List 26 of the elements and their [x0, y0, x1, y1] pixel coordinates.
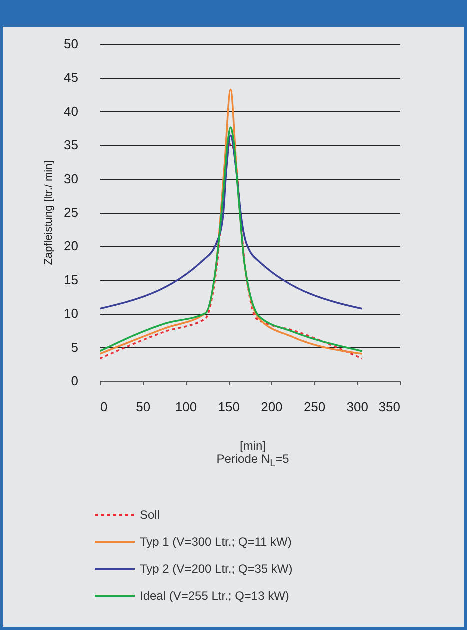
x-tick-label: 150 — [218, 400, 240, 414]
y-tick-label: 10 — [64, 306, 78, 322]
legend-label: Typ 1 (V=300 Ltr.; Q=11 kW) — [140, 535, 292, 549]
x-tick-label: 300 — [346, 400, 368, 414]
y-tick-label: 50 — [64, 36, 78, 52]
line-series — [100, 134, 364, 310]
x-tick-label: 100 — [175, 400, 198, 414]
y-tick-label: 30 — [64, 171, 78, 186]
legend-label: Ideal (V=255 Ltr.; Q=13 kW) — [140, 589, 290, 603]
legend-label: Soll — [140, 508, 160, 522]
y-tick-label: 15 — [64, 272, 78, 288]
y-tick-label: 40 — [64, 104, 78, 119]
legend-label: Typ 2 (V=200 Ltr.; Q=35 kW) — [140, 562, 293, 576]
x-tick-label: 50 — [136, 400, 151, 414]
y-tick-label: 45 — [64, 70, 78, 86]
x-tick-label: 250 — [304, 400, 326, 414]
x-tick-label: 350 — [378, 400, 400, 414]
y-tick-label: 20 — [64, 238, 78, 254]
y-tick-label: 5 — [71, 340, 78, 355]
y-tick-label: 35 — [64, 138, 78, 153]
x-axis-title: [min] Periode N$_{L}$=5 — [216, 439, 290, 470]
y-tick-label: 25 — [64, 205, 78, 220]
y-axis-title: Zapfleistung [ltr./ min] — [43, 160, 56, 266]
x-tick-label: 200 — [261, 400, 283, 414]
x-tick-label: 0 — [100, 400, 108, 414]
y-tick-label: 0 — [71, 374, 78, 388]
